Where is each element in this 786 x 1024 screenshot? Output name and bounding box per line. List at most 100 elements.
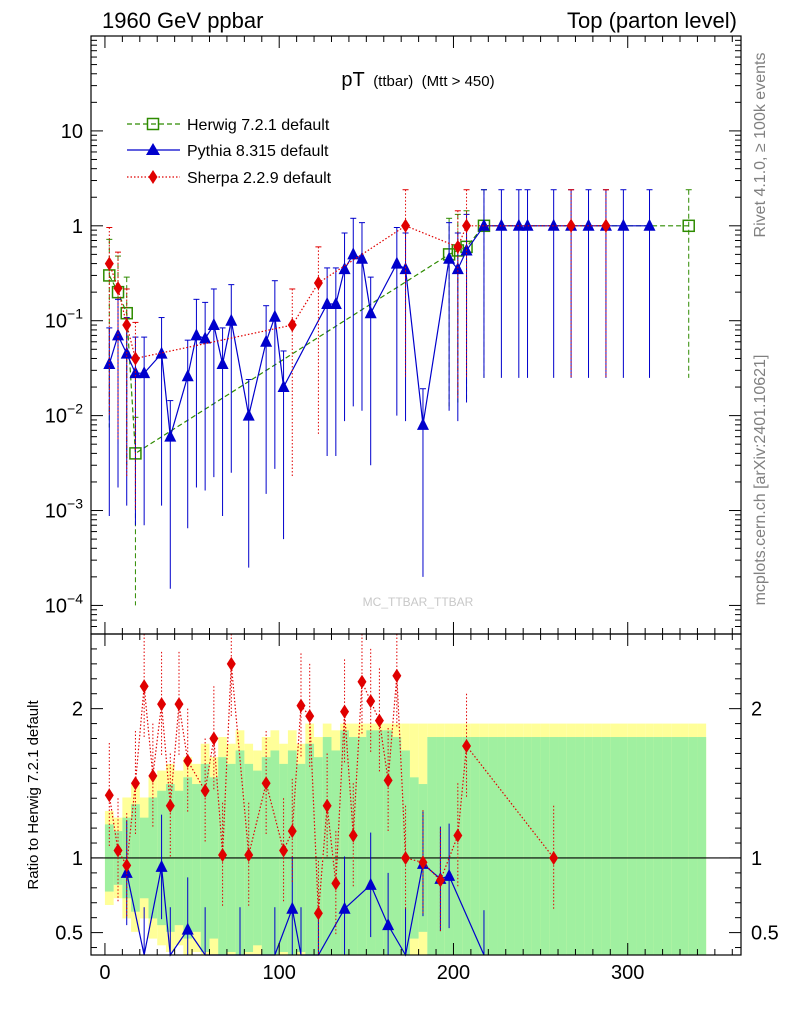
pythia-point <box>225 313 238 326</box>
sherpa-point <box>601 218 611 233</box>
sherpa-point <box>104 788 114 803</box>
band-inner <box>653 737 663 955</box>
pythia-point <box>338 901 351 914</box>
band-inner <box>688 737 698 955</box>
band-inner <box>427 737 437 955</box>
band-inner <box>627 737 637 955</box>
sherpa-point <box>139 679 149 694</box>
main-ytick-base: 10 <box>45 501 67 523</box>
pythia-point <box>138 366 151 379</box>
sherpa-point <box>183 753 193 768</box>
pythia-point <box>338 262 351 275</box>
sherpa-point <box>401 218 411 233</box>
sherpa-point <box>113 281 123 296</box>
main-ytick-label: 10−4 <box>45 590 83 617</box>
band-inner <box>375 730 384 955</box>
band-inner <box>479 737 489 955</box>
legend-entry-pythia: Pythia 8.315 default <box>127 143 329 160</box>
sherpa-point <box>148 768 158 783</box>
main-ytick-base: 10 <box>45 406 67 428</box>
pythia-point <box>260 334 273 347</box>
pythia-point <box>268 309 281 322</box>
band-inner <box>488 737 498 955</box>
pythia-point <box>355 251 368 264</box>
main-ytick-exp: −4 <box>67 590 83 606</box>
band-inner <box>592 737 602 955</box>
title-main: pT <box>341 69 364 91</box>
sherpa-point <box>287 318 297 333</box>
ratio-frame <box>90 633 742 956</box>
sherpa-point <box>383 773 393 788</box>
ratio-xtick-label: 300 <box>611 962 644 984</box>
ratio-ytick-label-right: 1 <box>751 848 762 870</box>
pythia-point <box>521 218 534 231</box>
band-inner <box>619 737 628 955</box>
side-label-bottom: mcplots.cern.ch [arXiv:2401.10621] <box>752 355 769 606</box>
pythia-point <box>164 429 177 442</box>
watermark: MC_TTBAR_TTBAR <box>363 595 474 609</box>
sherpa-point <box>305 709 315 724</box>
band-inner <box>383 730 393 955</box>
title-cut: (Mtt > 450) <box>422 73 495 90</box>
sherpa-point <box>244 847 254 862</box>
sherpa-point <box>357 674 367 689</box>
sherpa-point <box>165 798 175 813</box>
sherpa-point <box>462 738 472 753</box>
band-inner <box>662 737 672 955</box>
sherpa-point <box>218 847 228 862</box>
sherpa-point <box>122 858 132 873</box>
pythia-point <box>286 901 299 914</box>
pythia-point <box>512 218 525 231</box>
sherpa-point <box>209 731 219 746</box>
legend: Herwig 7.2.1 default Pythia 8.315 defaul… <box>127 117 332 187</box>
sherpa-point <box>462 218 472 233</box>
legend-label-pythia: Pythia 8.315 default <box>187 143 329 160</box>
sherpa-point <box>122 318 132 333</box>
header-left: 1960 GeV ppbar <box>102 8 263 33</box>
sherpa-point <box>279 843 289 858</box>
pythia-point <box>643 218 656 231</box>
pythia-point <box>329 297 342 310</box>
sherpa-point <box>392 668 402 683</box>
pythia-point <box>155 859 168 872</box>
sherpa-point <box>313 906 323 921</box>
band-inner <box>453 737 463 955</box>
pythia-point <box>207 318 220 331</box>
ratio-xtick-label: 0 <box>99 962 110 984</box>
legend-label-herwig: Herwig 7.2.1 default <box>187 117 330 134</box>
legend-entry-herwig: Herwig 7.2.1 default <box>127 117 330 134</box>
band-inner <box>575 737 585 955</box>
band-inner <box>470 737 480 955</box>
main-ytick-label: 1 <box>72 216 83 238</box>
pythia-point <box>321 297 334 310</box>
sherpa-point <box>157 697 167 712</box>
sherpa-point <box>296 698 306 713</box>
band-inner <box>610 737 620 955</box>
sherpa-point <box>418 855 428 870</box>
sherpa-point <box>453 828 463 843</box>
sherpa-point <box>348 828 358 843</box>
main-ytick-base: 10 <box>61 121 83 143</box>
band-inner <box>270 750 280 955</box>
sherpa-point <box>200 783 210 798</box>
band-inner <box>566 737 576 955</box>
main-title: pT (ttbar) (Mtt > 450) <box>341 69 494 91</box>
pythia-point <box>155 346 168 359</box>
ratio-ytick-label-left: 1 <box>72 848 83 870</box>
band-inner <box>340 730 349 955</box>
band-inner <box>636 737 646 955</box>
pythia-point <box>277 380 290 393</box>
sherpa-point <box>566 218 576 233</box>
pythia-point <box>390 256 403 269</box>
sherpa-point <box>340 704 350 719</box>
band-inner <box>540 737 550 955</box>
sherpa-point <box>401 850 411 865</box>
band-inner <box>549 737 559 955</box>
sherpa-point <box>226 656 236 671</box>
pythia-point <box>112 328 125 341</box>
sherpa-point <box>331 876 341 891</box>
band-inner <box>497 737 506 955</box>
sherpa-point <box>435 873 445 888</box>
main-ytick-label: 10−1 <box>45 306 83 333</box>
